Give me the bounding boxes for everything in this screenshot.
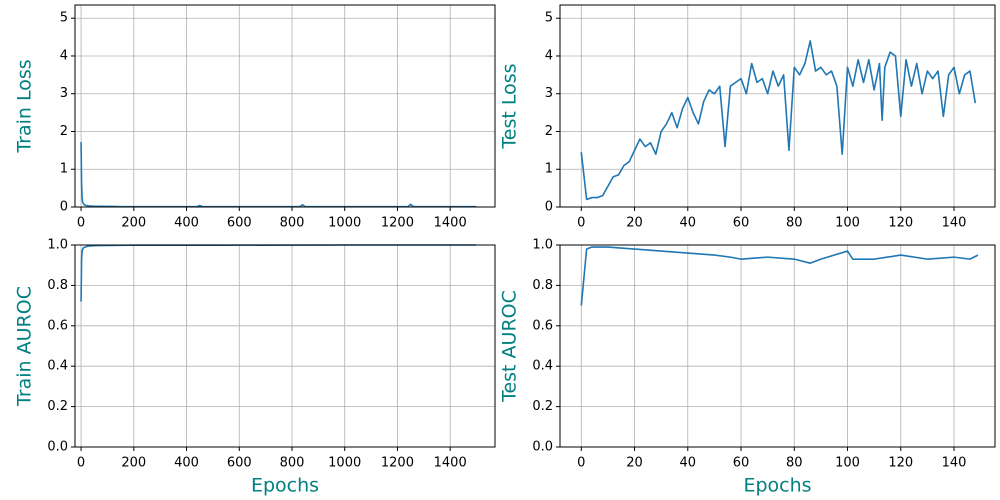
x-tick-label: 120 [888,456,913,471]
y-tick-label: 5 [545,11,553,26]
y-tick-label: 0.0 [47,440,68,455]
y-tick-label: 1.0 [47,238,68,253]
x-tick-label: 800 [280,216,305,231]
axes-frame [559,4,996,208]
x-tick-label: 140 [942,216,967,231]
y-tick-label: 1 [60,162,68,177]
x-tick-label: 400 [174,456,199,471]
y-tick-label: 0.2 [532,399,553,414]
y-tick-label: 0.4 [532,359,553,374]
x-tick-label: 600 [227,216,252,231]
x-tick-label: 100 [835,216,860,231]
x-tick-label: 1200 [381,456,414,471]
y-tick-label: 5 [60,11,68,26]
axes-frame [74,4,496,208]
y-tick-label: 0.2 [47,399,68,414]
data-line [580,40,977,201]
y-tick-label: 0.4 [47,359,68,374]
x-tick-label: 20 [626,216,643,231]
x-tick-label: 140 [942,456,967,471]
x-tick-label: 120 [888,216,913,231]
y-tick-label: 0.8 [532,278,553,293]
x-tick-label: 20 [626,456,643,471]
x-tick-label: 0 [577,456,585,471]
x-tick-label: 1000 [328,216,361,231]
axes-frame [559,244,996,448]
x-tick-label: 80 [786,216,803,231]
y-tick-label: 0 [60,200,68,215]
y-tick-label: 4 [60,48,68,63]
x-tick-label: 40 [680,216,697,231]
y-axis-label: Train Loss [14,59,36,153]
x-tick-label: 1400 [434,456,467,471]
y-tick-label: 0.8 [47,278,68,293]
y-tick-label: 3 [60,86,68,101]
x-tick-label: 40 [680,456,697,471]
y-tick-label: 0.6 [532,318,553,333]
x-tick-label: 200 [121,216,146,231]
x-tick-label: 200 [121,456,146,471]
data-line [80,142,477,208]
x-axis-label: Epochs [743,475,811,497]
y-tick-label: 0.0 [532,440,553,455]
x-tick-label: 1400 [434,216,467,231]
y-axis-label: Train AUROC [14,286,36,407]
x-tick-label: 400 [174,216,199,231]
y-tick-label: 1.0 [532,238,553,253]
y-tick-label: 2 [60,124,68,139]
x-tick-label: 0 [77,216,85,231]
y-axis-label: Test AUROC [499,290,521,403]
x-axis-label: Epochs [251,475,319,497]
y-tick-label: 0 [545,200,553,215]
y-tick-label: 0.6 [47,318,68,333]
y-tick-label: 3 [545,86,553,101]
y-tick-label: 4 [545,48,553,63]
y-axis-label: Test Loss [499,63,521,149]
x-tick-label: 800 [280,456,305,471]
x-tick-label: 60 [733,216,750,231]
x-tick-label: 100 [835,456,860,471]
x-tick-label: 0 [577,216,585,231]
x-tick-label: 80 [786,456,803,471]
x-tick-label: 0 [77,456,85,471]
data-line [80,244,477,302]
y-tick-label: 1 [545,162,553,177]
axes-frame [74,244,496,448]
y-tick-label: 2 [545,124,553,139]
x-tick-label: 60 [733,456,750,471]
x-tick-label: 600 [227,456,252,471]
data-line [580,246,979,306]
x-tick-label: 1000 [328,456,361,471]
x-tick-label: 1200 [381,216,414,231]
